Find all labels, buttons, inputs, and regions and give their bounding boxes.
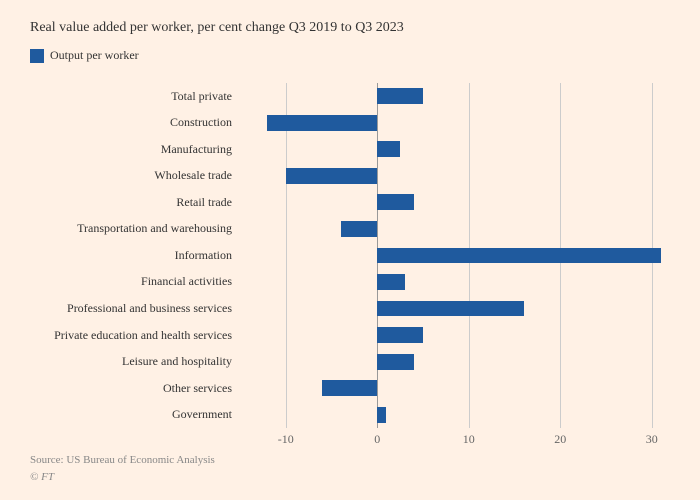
bar-row: [240, 163, 670, 190]
legend-swatch: [30, 49, 44, 63]
bar-row: [240, 348, 670, 375]
bar: [377, 301, 523, 317]
legend: Output per worker: [30, 48, 670, 63]
category-label: Wholesale trade: [30, 163, 240, 190]
bar-row: [240, 269, 670, 296]
x-axis: -10 0 10 20 30: [240, 428, 670, 448]
bar: [286, 168, 377, 184]
category-label: Transportation and warehousing: [30, 216, 240, 243]
category-label: Information: [30, 242, 240, 269]
category-label: Other services: [30, 375, 240, 402]
bar: [267, 115, 377, 131]
legend-label: Output per worker: [50, 48, 139, 63]
bar: [377, 274, 404, 290]
bar: [377, 88, 423, 104]
category-label: Leisure and hospitality: [30, 348, 240, 375]
bar: [377, 141, 400, 157]
chart-footer: Source: US Bureau of Economic Analysis ©…: [30, 452, 215, 485]
x-tick-label: 10: [463, 432, 475, 447]
bar-row: [240, 242, 670, 269]
bar-row: [240, 189, 670, 216]
copyright-text: © FT: [30, 469, 215, 486]
x-tick-label: 30: [646, 432, 658, 447]
x-tick-label: 0: [374, 432, 380, 447]
category-label: Manufacturing: [30, 136, 240, 163]
bar-row: [240, 110, 670, 137]
bar: [377, 327, 423, 343]
bars-container: [240, 83, 670, 428]
category-label: Retail trade: [30, 189, 240, 216]
bar: [377, 194, 414, 210]
y-axis-labels: Total privateConstructionManufacturingWh…: [30, 78, 240, 428]
category-label: Private education and health services: [30, 322, 240, 349]
chart-subtitle: Real value added per worker, per cent ch…: [30, 20, 670, 36]
bar-row: [240, 136, 670, 163]
x-tick-label: -10: [278, 432, 294, 447]
category-label: Government: [30, 401, 240, 428]
bar-row: [240, 401, 670, 428]
plot-area: [240, 78, 670, 428]
bar: [377, 354, 414, 370]
bar-row: [240, 216, 670, 243]
bar-row: [240, 375, 670, 402]
bar: [341, 221, 378, 237]
category-label: Construction: [30, 110, 240, 137]
x-tick-label: 20: [554, 432, 566, 447]
bar: [377, 248, 661, 264]
bar-row: [240, 83, 670, 110]
category-label: Financial activities: [30, 269, 240, 296]
bar: [322, 380, 377, 396]
source-text: Source: US Bureau of Economic Analysis: [30, 452, 215, 469]
category-label: Total private: [30, 83, 240, 110]
bar-row: [240, 322, 670, 349]
chart-area: Total privateConstructionManufacturingWh…: [30, 78, 670, 428]
bar: [377, 407, 386, 423]
category-label: Professional and business services: [30, 295, 240, 322]
bar-row: [240, 295, 670, 322]
